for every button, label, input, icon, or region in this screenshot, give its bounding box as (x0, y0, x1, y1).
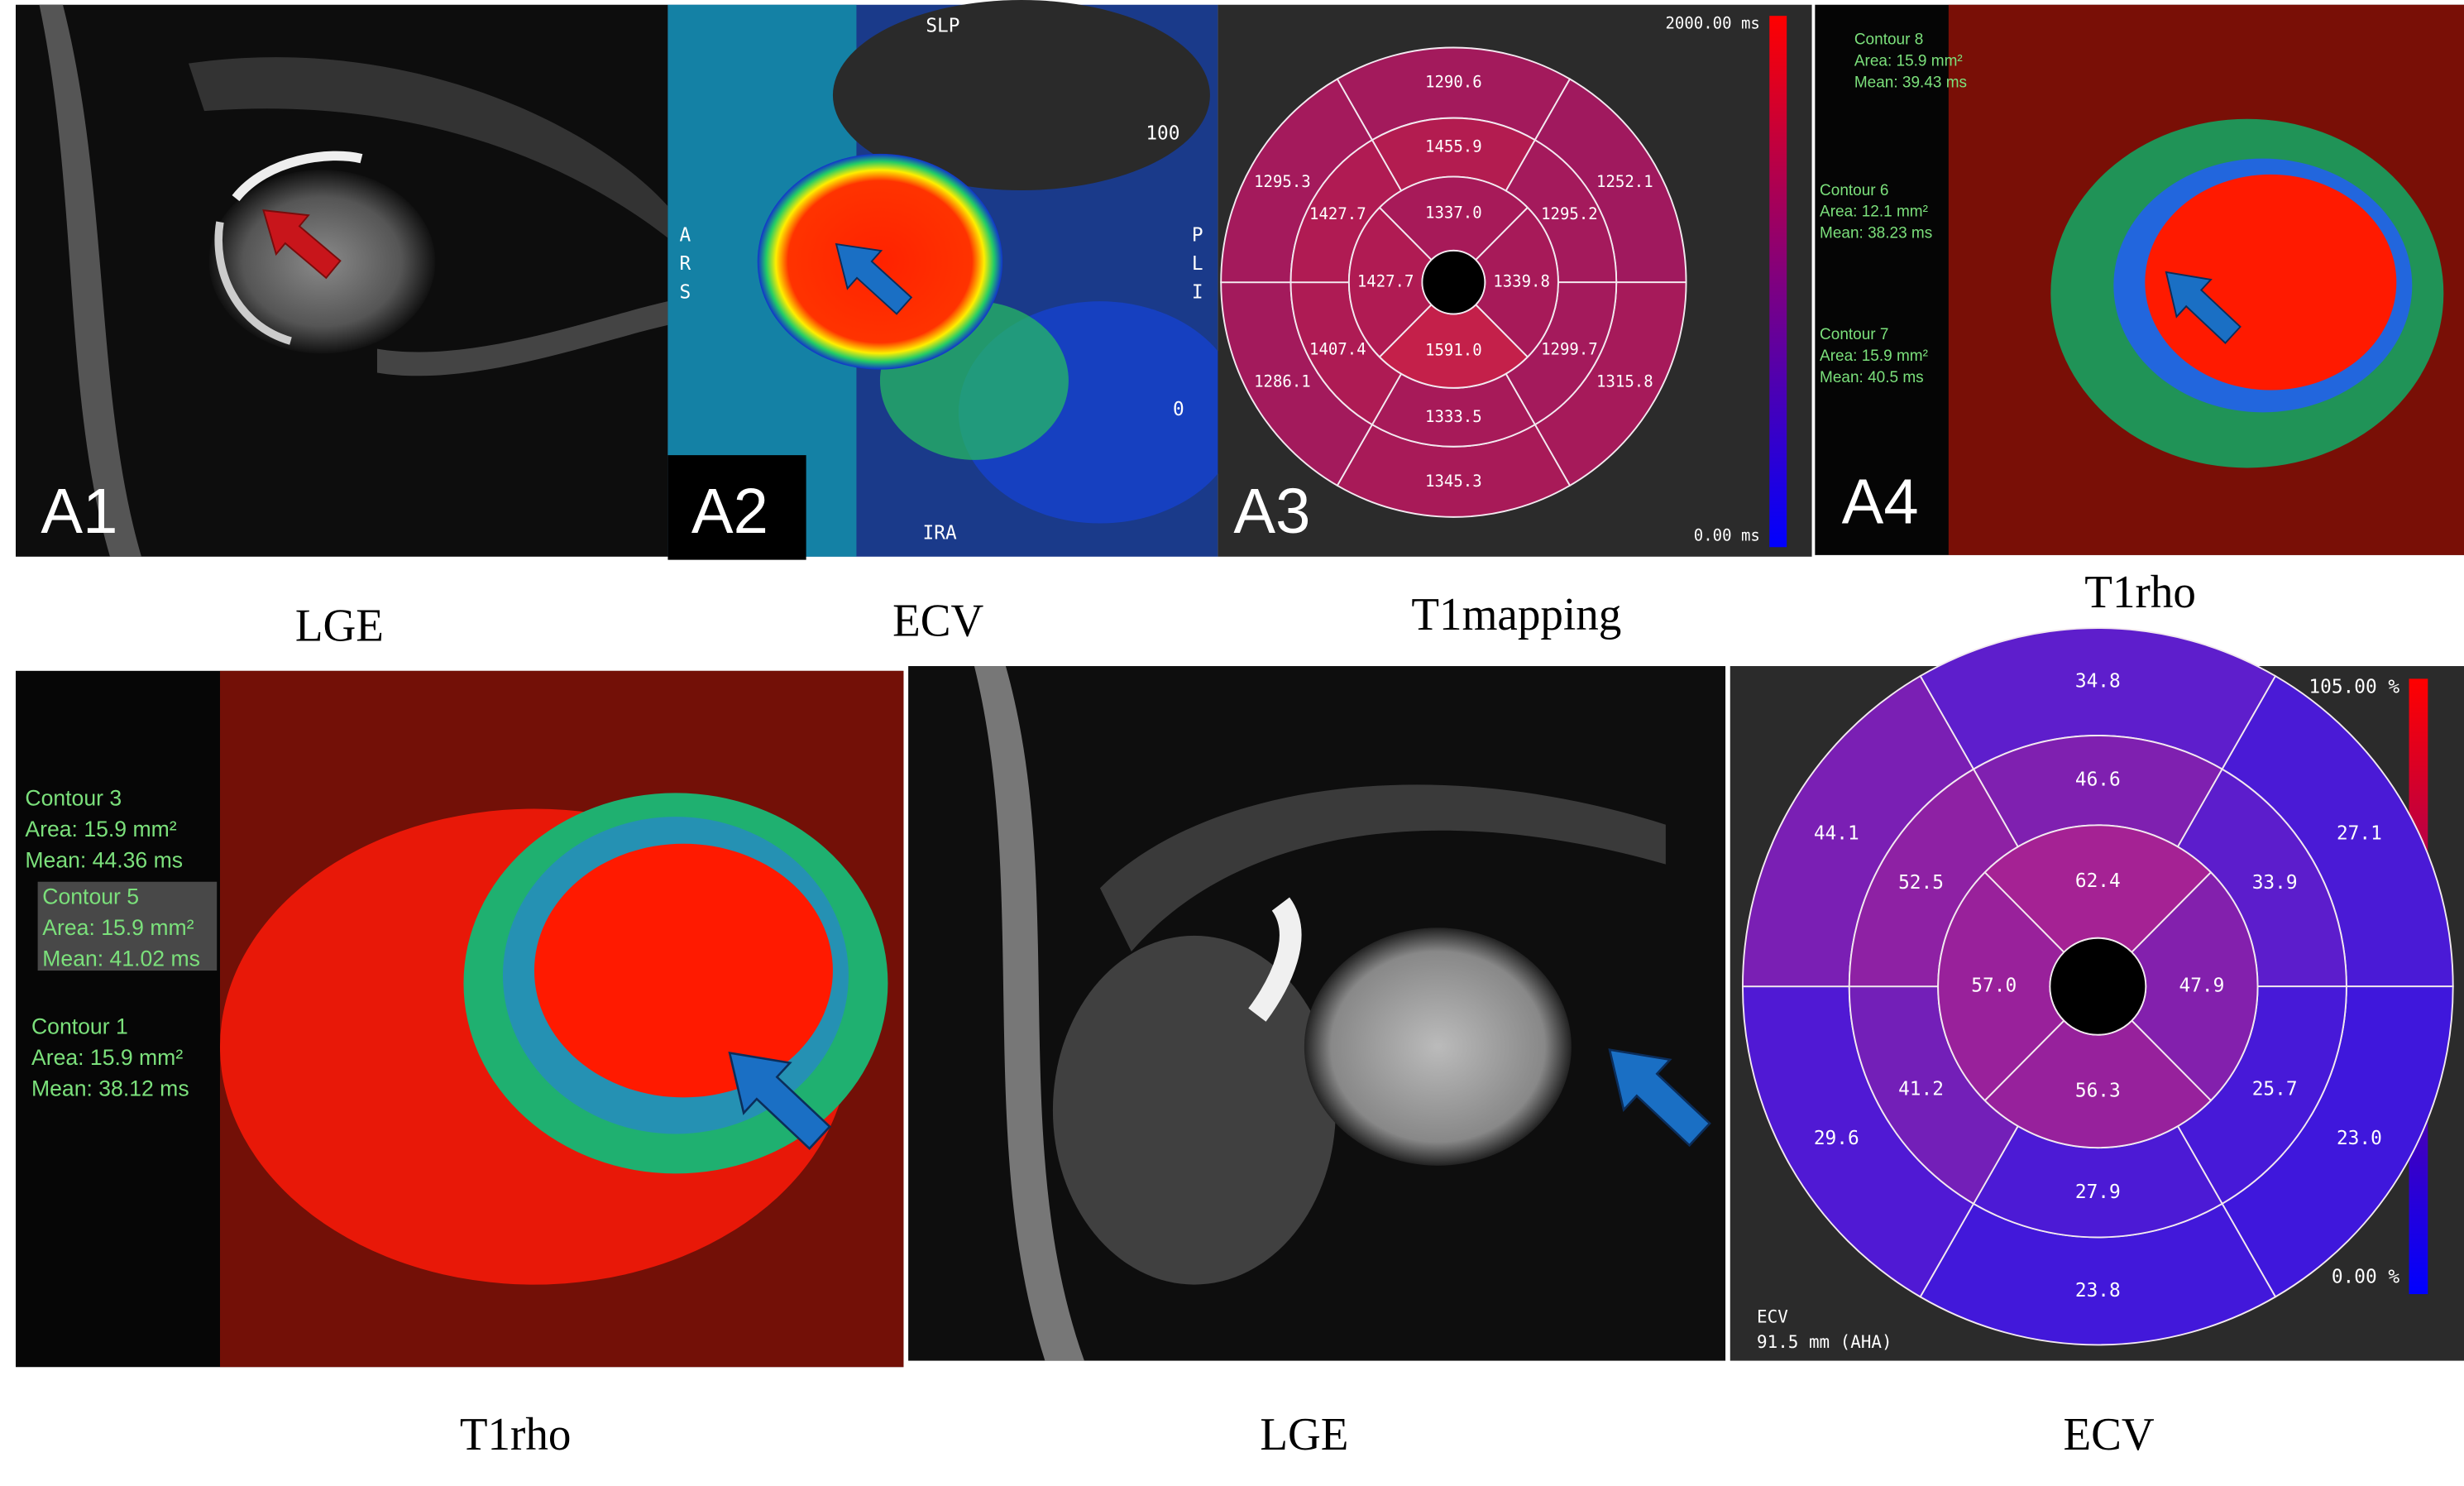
orientation-letter: R (679, 253, 691, 275)
segment-value: 52.5 (1898, 872, 1944, 894)
segment-value: 1427.7 (1357, 273, 1414, 291)
center-hole (2049, 937, 2147, 1036)
segment-value: 1286.1 (1254, 372, 1311, 391)
caption: T1rho (2084, 567, 2196, 617)
panel-label: A2 (691, 477, 768, 547)
orientation-label: IRA (923, 523, 957, 544)
panel-a3: 2000.00 ms 0.00 ms A3 1290.6 1252.1 1315.8… (1218, 4, 1812, 557)
segment-value: 1299.7 (1541, 340, 1598, 358)
segment-value: 56.3 (2075, 1080, 2121, 1101)
orientation-letter: I (1192, 281, 1203, 303)
orientation-letter: A (679, 224, 691, 246)
contour-text: Mean: 38.12 ms (31, 1076, 189, 1100)
caption: ECV (2064, 1409, 2155, 1460)
contour-text: Area: 15.9 mm² (1820, 348, 1928, 365)
contour-text: Contour 7 (1820, 326, 1888, 343)
caption: LGE (295, 600, 384, 650)
orientation-letter: S (679, 281, 691, 303)
orientation-label: SLP (926, 15, 959, 36)
contour-text: Mean: 40.5 ms (1820, 369, 1924, 386)
segment-value: 1333.5 (1425, 408, 1482, 426)
contour-text: Area: 15.9 mm² (1854, 52, 1963, 70)
segment-value: 1295.2 (1541, 205, 1598, 223)
segment-value: 1337.0 (1425, 204, 1482, 223)
contour-text: Contour 3 (25, 786, 122, 811)
segment-value: 1345.3 (1425, 472, 1482, 491)
contour-text: Contour 6 (1820, 182, 1888, 199)
segment-value: 62.4 (2075, 870, 2121, 892)
scale-max: 2000.00 ms (1665, 14, 1759, 32)
contour-text: Contour 8 (1854, 31, 1923, 49)
panel-label: A4 (1842, 467, 1919, 537)
segment-value: 41.2 (1898, 1078, 1944, 1100)
contour-text: Contour 1 (31, 1014, 128, 1039)
scale-min: 0.00 ms (1694, 527, 1760, 545)
panel-a4: A4 (1815, 4, 2464, 555)
segment-value: 46.6 (2075, 769, 2121, 791)
caption: T1rho (460, 1409, 572, 1460)
color-bar (1769, 16, 1787, 548)
segment-value: 57.0 (1971, 975, 2017, 997)
scale-label: 100 (1146, 123, 1179, 145)
segment-value: 25.7 (2252, 1078, 2298, 1100)
segment-value: 1315.8 (1596, 372, 1653, 391)
caption: T1mapping (1411, 589, 1621, 640)
segment-value: 23.0 (2337, 1128, 2382, 1149)
contour-text: Mean: 44.36 ms (25, 847, 183, 872)
contour-text: Area: 12.1 mm² (1820, 204, 1928, 221)
scale-max: 105.00 % (2309, 677, 2399, 698)
caption: ECV (892, 595, 983, 645)
panel-b2 (908, 666, 1726, 1361)
segment-value: 27.9 (2075, 1182, 2121, 1203)
contour-text: Mean: 38.23 ms (1820, 224, 1932, 242)
footer-text: 91.5 mm (AHA) (1757, 1332, 1892, 1352)
captions: LGE ECV T1mapping T1rho T1rho LGE ECV (295, 567, 2196, 1460)
segment-value: 1455.9 (1425, 138, 1482, 156)
segment-value: 27.1 (2337, 823, 2382, 845)
orientation-letter: L (1192, 253, 1203, 275)
segment-value: 47.9 (2179, 975, 2224, 997)
segment-value: 34.8 (2075, 670, 2121, 692)
segment-value: 44.1 (1814, 823, 1859, 845)
segment-value: 23.8 (2075, 1280, 2121, 1301)
panel-b3: 105.00 % 0.00 % ECV 91.5 mm (AHA) 34.8 27… (1730, 627, 2464, 1361)
contour-text: Contour 5 (42, 884, 139, 908)
segment-value: 33.9 (2252, 872, 2298, 894)
scale-min: 0.00 % (2332, 1267, 2399, 1288)
panel-b1 (15, 670, 904, 1368)
contour-text: Mean: 41.02 ms (42, 946, 200, 971)
segment-value: 29.6 (1814, 1128, 1859, 1149)
panel-a1: A1 (15, 4, 668, 557)
segment-value: 1252.1 (1596, 173, 1653, 191)
segment-value: 1407.4 (1309, 340, 1366, 358)
footer-text: ECV (1757, 1306, 1788, 1326)
segment-value: 1295.3 (1254, 173, 1311, 191)
segment-value: 1427.7 (1309, 205, 1366, 223)
scale-label: 0 (1173, 399, 1184, 420)
segment-value: 1591.0 (1425, 342, 1482, 360)
segment-value: 1290.6 (1425, 74, 1482, 92)
panel-label: A3 (1233, 477, 1310, 547)
panel-label: A1 (41, 477, 117, 547)
contour-text: Area: 15.9 mm² (42, 915, 194, 940)
panel-a2: SLP IRA 100 0 A R S P L I A2 (667, 0, 1242, 560)
contour-text: Area: 15.9 mm² (31, 1045, 183, 1070)
contour-text: Mean: 39.43 ms (1854, 74, 1967, 91)
caption: LGE (1260, 1409, 1348, 1460)
segment-value: 1339.8 (1493, 273, 1550, 291)
orientation-letter: P (1192, 224, 1203, 246)
center-hole (1421, 249, 1486, 315)
contour-text: Area: 15.9 mm² (25, 817, 176, 841)
